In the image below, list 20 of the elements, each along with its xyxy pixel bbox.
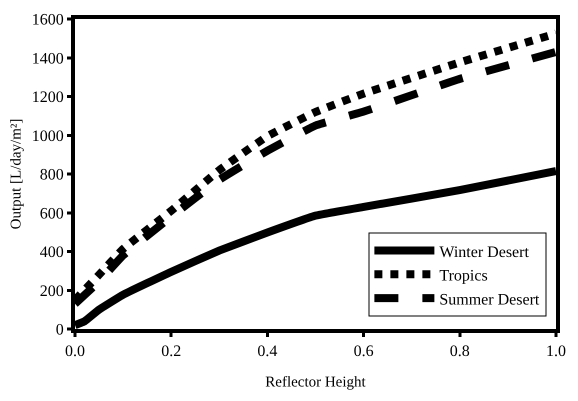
- legend-label: Tropics: [439, 268, 488, 285]
- y-tick-label: 400: [40, 244, 64, 262]
- x-tick-label: 0.0: [65, 343, 85, 360]
- y-tick-label: 200: [40, 282, 64, 300]
- y-tick-label: 1200: [32, 89, 64, 106]
- y-tick-label: 600: [40, 205, 64, 222]
- y-tick-label: 1000: [32, 128, 64, 145]
- x-axis-title: Reflector Height: [265, 374, 367, 391]
- legend-label: Summer Desert: [439, 291, 540, 308]
- y-tick-label: 1400: [32, 50, 64, 68]
- y-axis-title: Output [L/day/m²]: [8, 118, 25, 230]
- x-tick-label: 1.0: [546, 343, 566, 360]
- legend-label: Winter Desert: [439, 244, 530, 261]
- x-tick-label: 0.8: [450, 343, 470, 360]
- x-tick-label: 0.2: [161, 343, 182, 360]
- y-tick-label: 1600: [32, 12, 64, 29]
- y-tick-label: 0: [56, 322, 64, 339]
- x-tick-label: 0.6: [354, 343, 374, 360]
- x-tick-label: 0.4: [257, 343, 278, 360]
- y-tick-label: 800: [40, 166, 64, 184]
